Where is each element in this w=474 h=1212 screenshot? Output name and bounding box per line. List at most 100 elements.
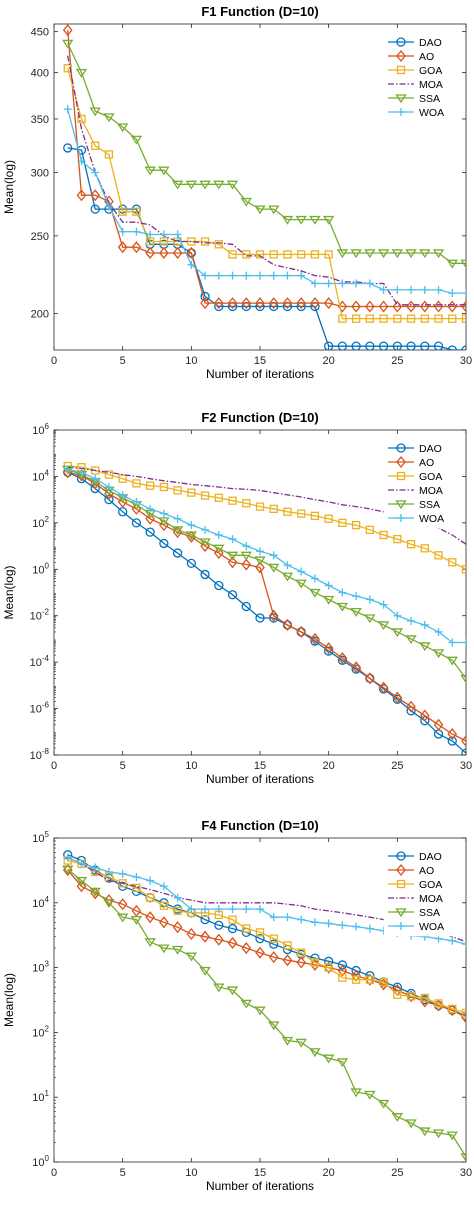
data-point-woa — [365, 924, 374, 933]
data-point-ao — [200, 930, 210, 943]
data-point-ssa — [322, 595, 335, 605]
legend-marker-dao — [396, 443, 406, 453]
data-point-woa — [132, 873, 141, 882]
chart-title: F2 Function (D=10) — [201, 410, 318, 425]
data-point-ao — [419, 709, 430, 722]
data-point-ao — [378, 681, 389, 694]
data-point-ao — [213, 547, 224, 560]
data-point-woa — [448, 289, 457, 298]
data-point-ssa — [281, 215, 294, 225]
data-point-ao — [282, 618, 293, 631]
data-point-ao — [131, 904, 142, 917]
data-point-ssa — [377, 1099, 390, 1109]
data-point-goa — [461, 565, 466, 574]
chart-3: F4 Function (D=10) 0 5 10 15 20 25 30 100 101 102 1… — [2, 818, 472, 1193]
series-ssa — [62, 865, 466, 1162]
data-point-goa — [228, 915, 237, 924]
data-point-goa — [255, 250, 265, 259]
x-tick-label: 30 — [460, 760, 472, 772]
data-point-woa — [173, 230, 182, 239]
y-axis-label: Mean(log) — [2, 973, 16, 1027]
series-line-goa — [67, 465, 466, 570]
data-point-ssa — [377, 621, 390, 631]
data-point-woa — [283, 913, 292, 922]
x-tick-label: 30 — [460, 355, 472, 367]
data-point-goa — [365, 975, 375, 984]
data-point-ssa — [199, 538, 211, 548]
data-point-woa — [228, 535, 237, 544]
data-point-ssa — [199, 966, 211, 976]
data-point-ao — [104, 894, 114, 907]
data-point-ssa — [158, 166, 170, 176]
data-point-ssa — [171, 180, 184, 190]
data-point-goa — [242, 499, 251, 508]
data-point-ssa — [116, 123, 129, 133]
data-point-woa — [283, 561, 292, 570]
series-ao — [62, 24, 466, 313]
data-point-ssa — [185, 952, 198, 962]
data-point-ao — [365, 672, 375, 685]
legend-marker-dao — [396, 851, 406, 861]
data-point-goa — [434, 551, 443, 560]
data-point-ssa — [336, 602, 349, 612]
data-point-woa — [448, 638, 457, 647]
data-point-woa — [269, 271, 278, 280]
data-point-woa — [104, 867, 113, 876]
data-point-ssa — [432, 1129, 445, 1139]
data-point-ssa — [432, 649, 445, 659]
data-point-woa — [310, 574, 319, 583]
data-point-woa — [91, 168, 100, 177]
series-line-dao — [67, 147, 466, 350]
data-point-ssa — [158, 944, 170, 954]
data-point-ao — [145, 911, 155, 924]
data-point-goa — [351, 975, 361, 984]
data-point-goa — [283, 507, 292, 516]
data-point-ao — [255, 561, 265, 574]
data-point-ao — [145, 512, 155, 525]
data-point-goa — [338, 314, 347, 323]
data-point-ssa — [171, 945, 184, 955]
data-point-ssa — [350, 249, 362, 259]
data-point-woa — [365, 279, 374, 288]
data-point-goa — [283, 250, 292, 259]
legend-marker-ao — [396, 455, 406, 469]
data-point-ao — [227, 297, 238, 310]
legend-marker-goa — [396, 879, 406, 889]
data-point-woa — [393, 611, 402, 620]
data-point-ao — [323, 297, 334, 310]
data-point-woa — [173, 893, 182, 902]
data-point-woa — [104, 202, 113, 211]
data-point-dao — [337, 341, 348, 350]
data-point-woa — [228, 271, 237, 280]
data-point-woa — [228, 905, 237, 914]
data-point-goa — [461, 1008, 466, 1018]
data-point-goa — [420, 993, 429, 1003]
data-point-ao — [159, 246, 169, 259]
series-line-ao — [67, 30, 466, 308]
legend-box — [383, 31, 459, 123]
data-point-woa — [256, 905, 264, 914]
legend-label-moa: MOA — [419, 79, 443, 91]
data-point-ao — [227, 556, 238, 569]
x-tick-label: 25 — [391, 760, 403, 772]
data-point-ssa — [103, 899, 115, 909]
data-point-goa — [187, 488, 196, 497]
legend-marker-goa — [396, 471, 406, 481]
data-point-goa — [118, 474, 127, 483]
data-point-woa — [146, 230, 155, 239]
data-point-woa — [118, 227, 127, 236]
legend-label-woa: WOA — [419, 921, 444, 933]
data-point-woa — [104, 483, 113, 492]
data-point-woa — [448, 936, 457, 945]
data-point-ao — [76, 189, 87, 202]
data-point-woa — [407, 285, 416, 294]
data-point-woa — [159, 230, 168, 239]
data-point-woa — [132, 497, 141, 506]
data-point-ssa — [405, 635, 417, 645]
data-point-woa — [338, 279, 347, 288]
data-point-goa — [269, 504, 278, 514]
data-point-ao — [159, 916, 169, 929]
y-tick-label: 10-4 — [30, 654, 50, 669]
data-point-ao — [227, 936, 238, 950]
